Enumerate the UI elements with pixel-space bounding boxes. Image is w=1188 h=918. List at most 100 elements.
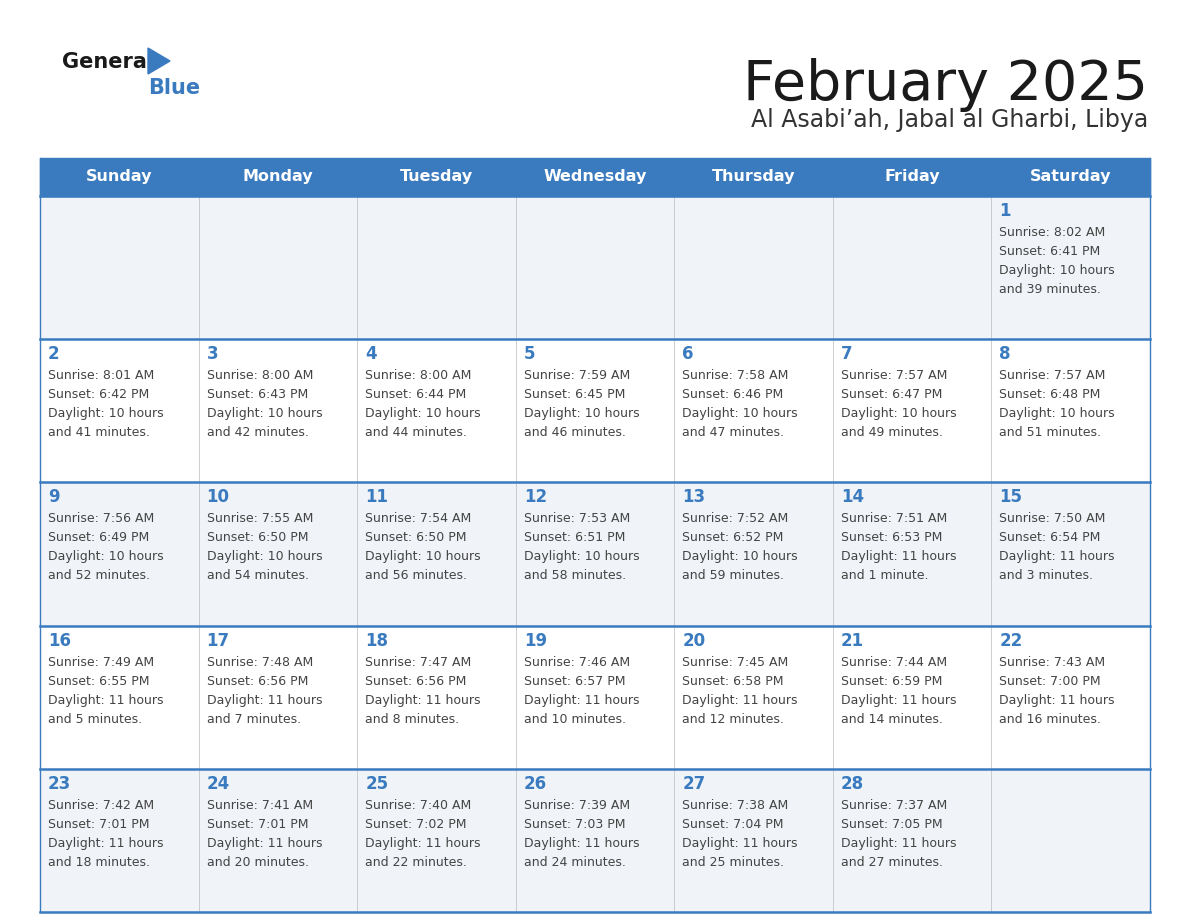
Text: Sunrise: 7:40 AM: Sunrise: 7:40 AM [365,799,472,812]
Text: Sunrise: 7:59 AM: Sunrise: 7:59 AM [524,369,630,382]
Text: and 20 minutes.: and 20 minutes. [207,856,309,868]
Text: and 51 minutes.: and 51 minutes. [999,426,1101,439]
Text: Al Asabi’ah, Jabal al Gharbi, Libya: Al Asabi’ah, Jabal al Gharbi, Libya [751,108,1148,132]
Text: Sunset: 6:56 PM: Sunset: 6:56 PM [207,675,308,688]
Bar [675,482,833,625]
Text: Sunrise: 7:49 AM: Sunrise: 7:49 AM [48,655,154,668]
Bar [358,625,516,768]
Text: 28: 28 [841,775,864,793]
Text: Daylight: 11 hours: Daylight: 11 hours [999,694,1114,707]
Text: and 44 minutes.: and 44 minutes. [365,426,467,439]
Text: Daylight: 11 hours: Daylight: 11 hours [999,551,1114,564]
Text: Sunrise: 8:01 AM: Sunrise: 8:01 AM [48,369,154,382]
Text: Daylight: 10 hours: Daylight: 10 hours [999,408,1116,420]
Text: and 7 minutes.: and 7 minutes. [207,712,301,725]
Text: Sunset: 6:50 PM: Sunset: 6:50 PM [207,532,308,544]
Text: Daylight: 11 hours: Daylight: 11 hours [48,837,164,850]
Text: Sunrise: 7:58 AM: Sunrise: 7:58 AM [682,369,789,382]
Text: Daylight: 10 hours: Daylight: 10 hours [48,551,164,564]
Text: Sunrise: 7:54 AM: Sunrise: 7:54 AM [365,512,472,525]
Text: and 16 minutes.: and 16 minutes. [999,712,1101,725]
Bar [833,625,992,768]
Text: and 3 minutes.: and 3 minutes. [999,569,1093,582]
Text: Sunrise: 7:37 AM: Sunrise: 7:37 AM [841,799,947,812]
Text: and 59 minutes.: and 59 minutes. [682,569,784,582]
Text: February 2025: February 2025 [742,58,1148,112]
Text: and 24 minutes.: and 24 minutes. [524,856,626,868]
Text: and 54 minutes.: and 54 minutes. [207,569,309,582]
Text: Sunrise: 8:00 AM: Sunrise: 8:00 AM [365,369,472,382]
Text: Daylight: 11 hours: Daylight: 11 hours [841,694,956,707]
Text: Sunrise: 7:41 AM: Sunrise: 7:41 AM [207,799,312,812]
Bar [675,768,833,912]
Text: Sunday: Sunday [86,170,152,185]
Bar [198,196,358,339]
Text: Daylight: 11 hours: Daylight: 11 hours [365,837,481,850]
Text: 18: 18 [365,632,388,650]
Text: 14: 14 [841,488,864,507]
Text: and 12 minutes.: and 12 minutes. [682,712,784,725]
Text: and 18 minutes.: and 18 minutes. [48,856,150,868]
Text: and 52 minutes.: and 52 minutes. [48,569,150,582]
Text: and 46 minutes.: and 46 minutes. [524,426,626,439]
Text: 26: 26 [524,775,546,793]
Bar [358,768,516,912]
Text: 10: 10 [207,488,229,507]
Bar [516,768,675,912]
Text: Sunrise: 7:44 AM: Sunrise: 7:44 AM [841,655,947,668]
Bar [40,158,1150,196]
Text: 9: 9 [48,488,59,507]
Text: Sunrise: 7:43 AM: Sunrise: 7:43 AM [999,655,1106,668]
Text: Sunset: 6:49 PM: Sunset: 6:49 PM [48,532,150,544]
Bar [516,339,675,482]
Text: Daylight: 11 hours: Daylight: 11 hours [365,694,481,707]
Text: and 22 minutes.: and 22 minutes. [365,856,467,868]
Text: 2: 2 [48,345,59,364]
Text: Friday: Friday [884,170,940,185]
Text: Sunset: 6:47 PM: Sunset: 6:47 PM [841,388,942,401]
Text: 17: 17 [207,632,229,650]
Text: and 42 minutes.: and 42 minutes. [207,426,309,439]
Text: 15: 15 [999,488,1023,507]
Text: Saturday: Saturday [1030,170,1112,185]
Text: Thursday: Thursday [712,170,795,185]
Text: Sunset: 6:46 PM: Sunset: 6:46 PM [682,388,784,401]
Text: Sunrise: 7:55 AM: Sunrise: 7:55 AM [207,512,312,525]
Text: Sunset: 6:44 PM: Sunset: 6:44 PM [365,388,467,401]
Text: Daylight: 10 hours: Daylight: 10 hours [365,551,481,564]
Text: Sunset: 6:55 PM: Sunset: 6:55 PM [48,675,150,688]
Text: Sunrise: 7:57 AM: Sunrise: 7:57 AM [999,369,1106,382]
Bar [40,768,198,912]
Text: Daylight: 10 hours: Daylight: 10 hours [841,408,956,420]
Text: Sunrise: 7:47 AM: Sunrise: 7:47 AM [365,655,472,668]
Text: Sunset: 6:43 PM: Sunset: 6:43 PM [207,388,308,401]
Text: and 10 minutes.: and 10 minutes. [524,712,626,725]
Text: Sunset: 6:52 PM: Sunset: 6:52 PM [682,532,784,544]
Text: 27: 27 [682,775,706,793]
Text: Daylight: 11 hours: Daylight: 11 hours [48,694,164,707]
Bar [833,482,992,625]
Text: Sunset: 7:01 PM: Sunset: 7:01 PM [207,818,308,831]
Text: Sunrise: 7:56 AM: Sunrise: 7:56 AM [48,512,154,525]
Bar [198,482,358,625]
Text: Daylight: 11 hours: Daylight: 11 hours [682,837,798,850]
Text: 8: 8 [999,345,1011,364]
Text: and 39 minutes.: and 39 minutes. [999,283,1101,296]
Text: Sunrise: 7:53 AM: Sunrise: 7:53 AM [524,512,630,525]
Bar [992,768,1150,912]
Bar [40,625,198,768]
Text: Sunset: 6:41 PM: Sunset: 6:41 PM [999,245,1100,258]
Text: 12: 12 [524,488,546,507]
Bar [833,196,992,339]
Text: Daylight: 10 hours: Daylight: 10 hours [999,264,1116,277]
Text: Sunrise: 7:42 AM: Sunrise: 7:42 AM [48,799,154,812]
Text: and 25 minutes.: and 25 minutes. [682,856,784,868]
Bar [675,625,833,768]
Bar [992,196,1150,339]
Text: Sunrise: 7:38 AM: Sunrise: 7:38 AM [682,799,789,812]
Bar [358,196,516,339]
Text: Daylight: 11 hours: Daylight: 11 hours [207,694,322,707]
Text: Sunset: 6:57 PM: Sunset: 6:57 PM [524,675,625,688]
Bar [992,339,1150,482]
Text: 5: 5 [524,345,536,364]
